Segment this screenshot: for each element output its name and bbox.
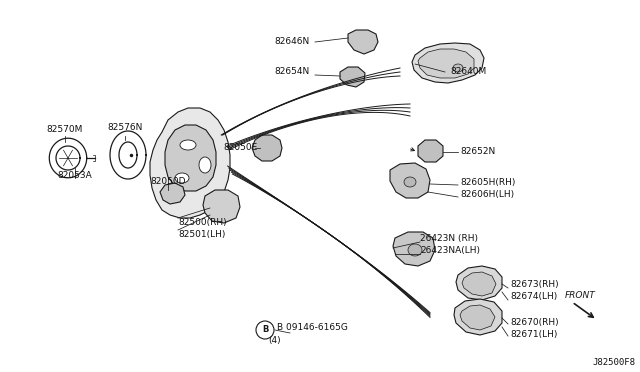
Ellipse shape: [180, 140, 196, 150]
Text: 82654N: 82654N: [275, 67, 310, 77]
Polygon shape: [462, 272, 496, 296]
Ellipse shape: [175, 173, 189, 183]
Polygon shape: [160, 183, 185, 204]
Text: 82652N: 82652N: [460, 148, 495, 157]
Text: 82053A: 82053A: [58, 170, 92, 180]
Text: B: B: [262, 326, 268, 334]
Text: 82640M: 82640M: [450, 67, 486, 77]
Polygon shape: [418, 140, 443, 162]
Text: 82501(LH): 82501(LH): [178, 230, 225, 238]
Polygon shape: [454, 299, 502, 335]
Polygon shape: [390, 163, 430, 198]
Text: 82670(RH): 82670(RH): [510, 317, 559, 327]
Text: J82500F8: J82500F8: [592, 358, 635, 367]
Polygon shape: [348, 30, 378, 54]
Polygon shape: [460, 305, 495, 330]
Text: 82050E: 82050E: [224, 144, 258, 153]
Text: 82570M: 82570M: [47, 125, 83, 135]
Text: 82606H(LH): 82606H(LH): [460, 189, 514, 199]
Text: 82646N: 82646N: [275, 38, 310, 46]
Polygon shape: [340, 67, 365, 87]
Ellipse shape: [404, 177, 416, 187]
Text: (4): (4): [268, 336, 280, 344]
Text: 82671(LH): 82671(LH): [510, 330, 557, 339]
Polygon shape: [203, 190, 240, 223]
Text: 26423NA(LH): 26423NA(LH): [420, 246, 480, 254]
Ellipse shape: [199, 157, 211, 173]
Text: 82050D: 82050D: [150, 177, 186, 186]
Ellipse shape: [453, 64, 463, 72]
Polygon shape: [456, 266, 502, 300]
Text: 82576N: 82576N: [108, 124, 143, 132]
Text: B 09146-6165G: B 09146-6165G: [277, 324, 348, 333]
Text: 26423N (RH): 26423N (RH): [420, 234, 478, 243]
Text: 82673(RH): 82673(RH): [510, 280, 559, 289]
Polygon shape: [165, 125, 216, 191]
Polygon shape: [393, 232, 435, 266]
Polygon shape: [412, 43, 484, 83]
Polygon shape: [252, 135, 282, 161]
Polygon shape: [418, 49, 474, 78]
Text: 82674(LH): 82674(LH): [510, 292, 557, 301]
Text: 82605H(RH): 82605H(RH): [460, 177, 515, 186]
Text: FRONT: FRONT: [565, 292, 596, 301]
Polygon shape: [150, 108, 230, 218]
Ellipse shape: [408, 244, 422, 256]
Text: 82500(RH): 82500(RH): [178, 218, 227, 227]
